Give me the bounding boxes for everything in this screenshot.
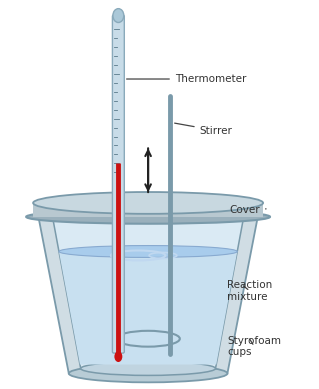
Polygon shape: [37, 210, 259, 373]
Text: Thermometer: Thermometer: [127, 74, 246, 84]
Polygon shape: [52, 214, 244, 368]
Text: Reaction
mixture: Reaction mixture: [227, 280, 273, 302]
Bar: [33, 203, 263, 217]
Text: Cover: Cover: [229, 205, 266, 215]
FancyBboxPatch shape: [112, 15, 124, 353]
Text: Stirrer: Stirrer: [174, 123, 233, 135]
Polygon shape: [59, 252, 237, 364]
Ellipse shape: [33, 192, 263, 214]
Ellipse shape: [52, 207, 244, 221]
Ellipse shape: [37, 201, 259, 219]
Ellipse shape: [69, 364, 227, 382]
Ellipse shape: [26, 210, 270, 224]
Ellipse shape: [59, 245, 237, 258]
Text: Styrofoam
cups: Styrofoam cups: [227, 336, 281, 357]
Ellipse shape: [115, 351, 122, 362]
Ellipse shape: [81, 361, 216, 375]
Ellipse shape: [113, 9, 124, 23]
